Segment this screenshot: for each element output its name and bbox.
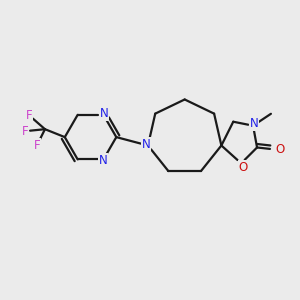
Text: O: O xyxy=(275,143,284,156)
Text: F: F xyxy=(22,125,28,138)
Text: N: N xyxy=(99,154,108,167)
Text: F: F xyxy=(34,139,40,152)
Text: F: F xyxy=(26,109,32,122)
Text: N: N xyxy=(250,117,258,130)
Text: O: O xyxy=(238,161,248,174)
Text: N: N xyxy=(100,107,109,120)
Text: N: N xyxy=(142,138,150,151)
